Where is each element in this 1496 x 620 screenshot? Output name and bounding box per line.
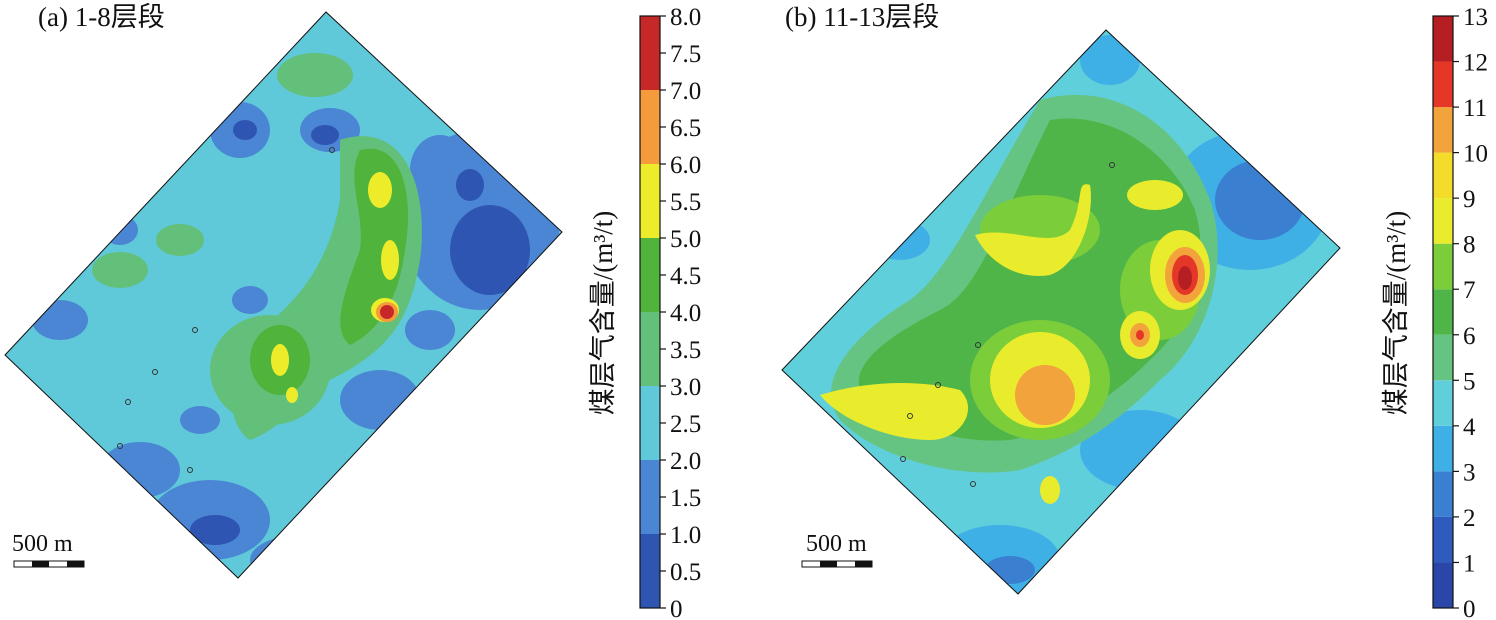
colorbar-b-tick-label-0: 0	[1463, 596, 1476, 620]
colorbar-b-bin-4	[1433, 380, 1453, 426]
colorbar-a-bin-4	[640, 238, 660, 312]
map-b-border	[781, 29, 1341, 595]
colorbar-a-bin-3	[640, 312, 660, 386]
colorbar-b-bin-1	[1433, 516, 1453, 563]
colorbar-a-tick-label-8: 4.0	[670, 300, 701, 327]
colorbar-a: 0 0.5 1.0 1.5 2.0 2.5 3.0 3.5 4.0 4.5 5.0 5.5 6.0 6.5…	[639, 4, 701, 620]
panel-b-map	[782, 30, 1340, 594]
map-b-secondary-peak	[1136, 330, 1144, 340]
map-b-wells	[900, 162, 1115, 487]
panel-a-title: (a) 1-8层段	[38, 2, 165, 32]
colorbar-b-bin-2	[1433, 471, 1453, 517]
colorbar-a-tick-label-0: 0	[670, 596, 683, 620]
colorbar-a-tick-label-3: 1.5	[670, 485, 701, 512]
colorbar-b-tick-label-1: 1	[1463, 550, 1476, 577]
scale-bar-a-label: 500 m	[12, 531, 73, 557]
map-b-peak-darkred	[1178, 266, 1192, 290]
colorbar-b-frame	[1432, 15, 1454, 609]
colorbar-b-bin-12	[1433, 16, 1453, 62]
map-a-lowest-zones	[190, 120, 530, 545]
colorbar-b-tick-label-10: 10	[1463, 141, 1488, 168]
colorbar-b-tick-label-12: 12	[1463, 50, 1488, 77]
map-a-peak-red	[380, 305, 394, 319]
panel-a-map	[5, 12, 562, 578]
colorbar-a-tick-label-7: 3.5	[670, 337, 701, 364]
colorbar-b-tick-label-4: 4	[1463, 414, 1476, 441]
colorbar-a-tick-label-15: 7.5	[670, 41, 701, 68]
scale-bar-a: 500 m	[12, 531, 85, 568]
panel-b: (b) 11-13层段	[781, 2, 1341, 595]
panel-b-title: (b) 11-13层段	[785, 2, 939, 32]
colorbar-b-label: 煤层气含量/(m³/t)	[1381, 211, 1411, 416]
colorbar-a-tick-label-4: 2.0	[670, 448, 701, 475]
colorbar-b-tick-label-3: 3	[1463, 459, 1476, 486]
map-b-high-zones	[858, 118, 1201, 441]
colorbar-a-tick-label-1: 0.5	[670, 559, 701, 586]
panel-a: (a) 1-8层段	[4, 2, 563, 579]
colorbar-a-tick-label-14: 7.0	[670, 78, 701, 105]
colorbar-a-tick-label-16: 8.0	[670, 4, 701, 31]
colorbar-b-bin-10	[1433, 107, 1453, 153]
colorbar-a-bin-1	[640, 460, 660, 534]
colorbar-a-tick-label-11: 5.5	[670, 189, 701, 216]
map-a-border	[4, 11, 563, 579]
colorbar-b-bin-3	[1433, 425, 1453, 472]
map-b-orange-zones	[1015, 247, 1205, 425]
colorbar-b-bin-7	[1433, 243, 1453, 290]
colorbar-b-tick-label-6: 6	[1463, 323, 1476, 350]
colorbar-a-tick-label-13: 6.5	[670, 115, 701, 142]
colorbar-a-tick-label-12: 6.0	[670, 152, 701, 179]
colorbar-b-tick-label-7: 7	[1463, 277, 1476, 304]
colorbar-a-label: 煤层气含量/(m³/t)	[588, 211, 618, 416]
colorbar-b-tick-label-2: 2	[1463, 505, 1476, 532]
colorbar-b-bin-8	[1433, 198, 1453, 244]
map-a-high-zones	[250, 148, 408, 395]
colorbar-a-bin-7	[640, 16, 660, 90]
colorbar-b-bin-0	[1433, 562, 1453, 608]
colorbar-b-tick-label-11: 11	[1463, 95, 1487, 122]
colorbar-a-tick-label-6: 3.0	[670, 374, 701, 401]
colorbar-a-tick-label-10: 5.0	[670, 226, 701, 253]
colorbar-b-tick-label-9: 9	[1463, 186, 1476, 213]
colorbar-a-tick-label-2: 1.0	[670, 522, 701, 549]
colorbar-b-tick-label-5: 5	[1463, 368, 1476, 395]
scale-bar-b-label: 500 m	[806, 531, 867, 557]
scale-bar-b: 500 m	[801, 531, 873, 568]
colorbar-b-bin-5	[1433, 334, 1453, 381]
colorbar-a-tick-label-5: 2.5	[670, 411, 701, 438]
colorbar-b-bin-11	[1433, 61, 1453, 108]
colorbar-b-bin-6	[1433, 289, 1453, 335]
colorbar-a-bin-0	[640, 534, 660, 608]
colorbar-b-tick-label-13: 13	[1463, 4, 1488, 31]
colorbar-a-bin-2	[640, 386, 660, 460]
colorbar-a-bin-5	[640, 164, 660, 238]
map-a-wells	[117, 147, 335, 473]
colorbar-b-tick-label-8: 8	[1463, 232, 1476, 259]
colorbar-b-bin-9	[1433, 152, 1453, 199]
colorbar-a-bin-6	[640, 90, 660, 164]
colorbar-a-tick-label-9: 4.5	[670, 263, 701, 290]
